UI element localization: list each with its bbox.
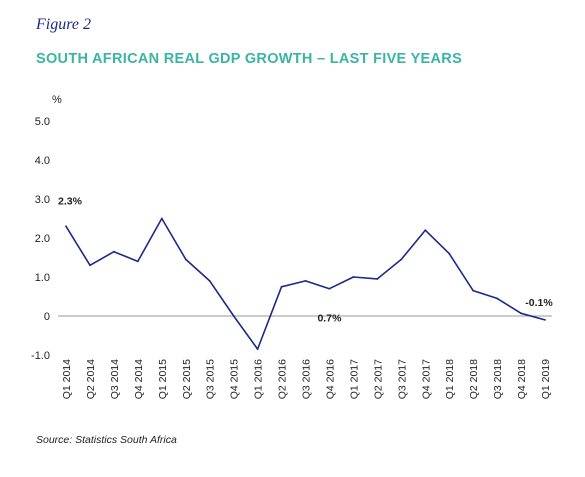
data-labels: 2.3% 0.7% -0.1%	[58, 195, 553, 324]
y-tick-label: 4.0	[35, 155, 50, 167]
data-point	[520, 312, 522, 315]
x-tick-label: Q2 2014	[85, 359, 97, 399]
series-line	[65, 217, 546, 350]
y-axis-label: %	[52, 94, 62, 106]
data-point	[328, 287, 331, 290]
y-tick-label: 2.0	[35, 233, 50, 245]
x-tick-label: Q2 2017	[372, 359, 384, 399]
data-point	[256, 348, 259, 351]
x-tick-label: Q4 2016	[324, 359, 336, 399]
data-point	[89, 264, 91, 267]
x-tick-label: Q3 2017	[396, 359, 408, 399]
data-point	[352, 276, 355, 278]
y-tick-label: 3.0	[35, 194, 50, 206]
x-tick-label: Q1 2015	[157, 359, 169, 399]
x-tick-label: Q1 2014	[61, 359, 73, 399]
data-point	[472, 289, 475, 292]
data-label: 2.3%	[58, 195, 83, 207]
data-point	[304, 280, 307, 282]
data-point	[496, 297, 498, 300]
data-point	[184, 258, 187, 261]
data-point	[208, 280, 211, 282]
data-point	[232, 315, 235, 317]
data-point	[160, 217, 163, 220]
x-tick-label: Q2 2015	[181, 359, 193, 399]
series-group	[65, 217, 546, 351]
y-tick-label: 0	[44, 311, 50, 323]
x-tick-label: Q2 2018	[468, 359, 480, 399]
y-tick-label: -1.0	[31, 350, 50, 362]
x-tick-label: Q4 2017	[420, 359, 432, 399]
data-label: 0.7%	[317, 313, 342, 325]
x-tick-label: Q3 2016	[301, 359, 313, 399]
data-point	[376, 278, 379, 280]
chart-title: SOUTH AFRICAN REAL GDP GROWTH – LAST FIV…	[36, 51, 463, 67]
data-point	[448, 252, 451, 255]
x-tick-label: Q3 2015	[205, 359, 217, 399]
y-tick-label: 1.0	[35, 272, 50, 284]
x-tick-label: Q1 2016	[253, 359, 265, 399]
data-point	[544, 319, 546, 321]
data-point	[400, 258, 403, 261]
x-tick-label: Q1 2018	[444, 359, 456, 399]
y-tick-label: 5.0	[35, 116, 50, 128]
x-tick-label: Q1 2017	[348, 359, 360, 399]
figure-label: Figure 2	[36, 16, 91, 33]
x-axis-ticks: Q1 2014 Q2 2014 Q3 2014 Q4 2014 Q1 2015 Q2 20…	[61, 359, 552, 399]
data-point	[113, 250, 115, 253]
data-point	[136, 260, 139, 263]
x-tick-label: Q4 2015	[229, 359, 241, 399]
x-tick-label: Q3 2014	[109, 359, 121, 399]
x-tick-label: Q4 2018	[516, 359, 528, 399]
x-tick-label: Q1 2019	[540, 359, 552, 399]
y-axis-ticks: 5.0 4.0 3.0 2.0 1.0 0 -1.0	[31, 116, 50, 362]
x-tick-label: Q3 2018	[492, 359, 504, 399]
data-point	[65, 225, 67, 228]
x-tick-label: Q4 2014	[133, 359, 145, 399]
data-point	[280, 285, 283, 288]
source-note: Source: Statistics South Africa	[36, 434, 177, 446]
data-point	[424, 229, 427, 232]
x-tick-label: Q2 2016	[277, 359, 289, 399]
data-label: -0.1%	[525, 297, 553, 309]
